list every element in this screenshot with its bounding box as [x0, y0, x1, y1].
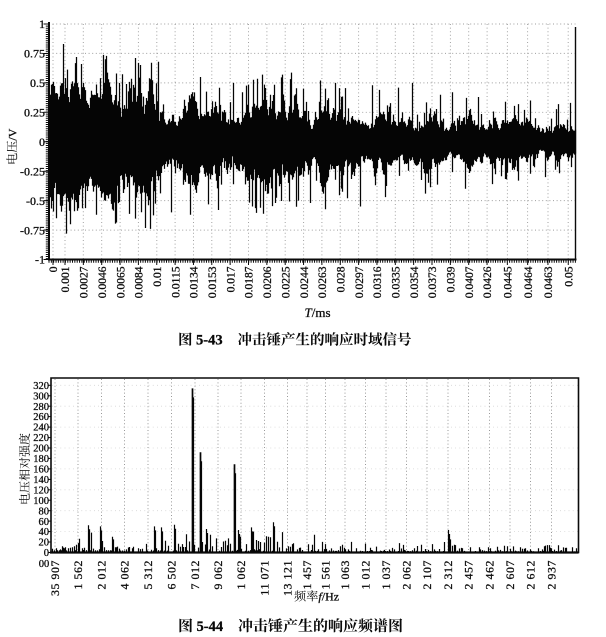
- svg-text:0.25: 0.25: [24, 106, 45, 120]
- svg-text:2 107: 2 107: [420, 560, 434, 590]
- svg-text:140: 140: [33, 475, 49, 486]
- svg-text:80: 80: [39, 506, 50, 517]
- svg-text:280: 280: [33, 402, 49, 413]
- svg-text:200: 200: [33, 444, 49, 455]
- svg-text:1: 1: [39, 17, 45, 31]
- svg-text:0.0084: 0.0084: [134, 266, 146, 298]
- svg-text:0.0244: 0.0244: [299, 266, 311, 298]
- svg-text:f/Hz: f/Hz: [318, 590, 339, 604]
- svg-text:120: 120: [33, 485, 49, 496]
- svg-text:300: 300: [33, 391, 49, 402]
- svg-text:320: 320: [33, 381, 49, 392]
- svg-text:2 012: 2 012: [95, 560, 109, 590]
- svg-text:40: 40: [39, 527, 50, 538]
- svg-text:2 937: 2 937: [545, 560, 559, 590]
- svg-text:35 907: 35 907: [48, 560, 62, 596]
- svg-text:2 062: 2 062: [400, 560, 414, 590]
- svg-text:0.01: 0.01: [152, 266, 164, 286]
- svg-text:0.0027: 0.0027: [79, 266, 91, 298]
- svg-text:9 062: 9 062: [211, 560, 225, 590]
- svg-text:7 012: 7 012: [188, 560, 202, 590]
- svg-text:5-43: 5-43: [196, 333, 223, 349]
- svg-text:0.0354: 0.0354: [409, 266, 421, 298]
- svg-text:0.0426: 0.0426: [482, 266, 494, 298]
- svg-text:1 062: 1 062: [234, 560, 248, 590]
- svg-text:2 312: 2 312: [441, 560, 455, 590]
- svg-text:20: 20: [39, 538, 50, 549]
- svg-text:260: 260: [33, 412, 49, 423]
- svg-text:0.001: 0.001: [60, 266, 72, 292]
- svg-text:0.0263: 0.0263: [317, 266, 329, 298]
- svg-text:2 612: 2 612: [524, 560, 538, 590]
- svg-text:0.0187: 0.0187: [244, 266, 256, 298]
- svg-text:0.0065: 0.0065: [115, 266, 127, 298]
- svg-text:0.017: 0.017: [225, 266, 237, 292]
- svg-text:0: 0: [44, 548, 49, 559]
- svg-text:0.75: 0.75: [24, 47, 45, 61]
- svg-text:5-44: 5-44: [197, 619, 224, 635]
- svg-text:1 562: 1 562: [71, 560, 85, 590]
- svg-text:220: 220: [33, 433, 49, 444]
- svg-text:1 063: 1 063: [338, 560, 352, 590]
- svg-text:0.039: 0.039: [446, 266, 458, 292]
- svg-text:0.0046: 0.0046: [97, 266, 109, 298]
- svg-text:0.0297: 0.0297: [354, 266, 366, 298]
- svg-text:-0.75: -0.75: [20, 223, 45, 237]
- svg-text:0.05: 0.05: [564, 266, 576, 286]
- svg-text:0.0335: 0.0335: [391, 266, 403, 298]
- svg-text:0.0407: 0.0407: [464, 266, 476, 298]
- svg-text:0.0316: 0.0316: [372, 266, 384, 298]
- svg-text:0.5: 0.5: [30, 76, 45, 90]
- svg-text:0.0153: 0.0153: [207, 266, 219, 298]
- svg-text:0.0134: 0.0134: [189, 266, 201, 298]
- svg-text:-0.5: -0.5: [26, 194, 45, 208]
- svg-text:0.0445: 0.0445: [503, 266, 515, 298]
- svg-text:0: 0: [48, 266, 60, 272]
- svg-text:2 457: 2 457: [462, 560, 476, 590]
- svg-text:13 121: 13 121: [281, 560, 295, 596]
- svg-text:0.0206: 0.0206: [262, 266, 274, 298]
- svg-text:11 071: 11 071: [258, 560, 272, 596]
- svg-text:2 607: 2 607: [503, 560, 517, 590]
- svg-text:6 502: 6 502: [165, 560, 179, 590]
- svg-text:-1: -1: [35, 253, 45, 267]
- svg-text:180: 180: [33, 454, 49, 465]
- svg-text:0.0225: 0.0225: [280, 266, 292, 298]
- svg-text:5 312: 5 312: [141, 560, 155, 590]
- svg-text:/V: /V: [6, 128, 20, 140]
- svg-text:0.0115: 0.0115: [170, 266, 182, 297]
- svg-text:00: 00: [39, 559, 50, 570]
- svg-text:240: 240: [33, 423, 49, 434]
- svg-text:T/ms: T/ms: [305, 305, 331, 320]
- svg-text:0.0464: 0.0464: [523, 266, 535, 298]
- svg-text:0: 0: [39, 135, 45, 149]
- svg-text:1 037: 1 037: [379, 560, 393, 590]
- svg-text:0.0463: 0.0463: [543, 266, 555, 298]
- svg-text:2 462: 2 462: [483, 560, 497, 590]
- svg-text:160: 160: [33, 465, 49, 476]
- svg-text:-0.25: -0.25: [20, 164, 45, 178]
- svg-text:0.028: 0.028: [335, 266, 347, 292]
- svg-text:100: 100: [33, 496, 49, 507]
- svg-text:1 457: 1 457: [300, 560, 314, 590]
- svg-text:4 062: 4 062: [118, 560, 132, 590]
- svg-text:60: 60: [39, 517, 50, 528]
- svg-text:1 012: 1 012: [359, 560, 373, 590]
- svg-text:1 561: 1 561: [319, 560, 333, 590]
- svg-text:0.0373: 0.0373: [427, 266, 439, 298]
